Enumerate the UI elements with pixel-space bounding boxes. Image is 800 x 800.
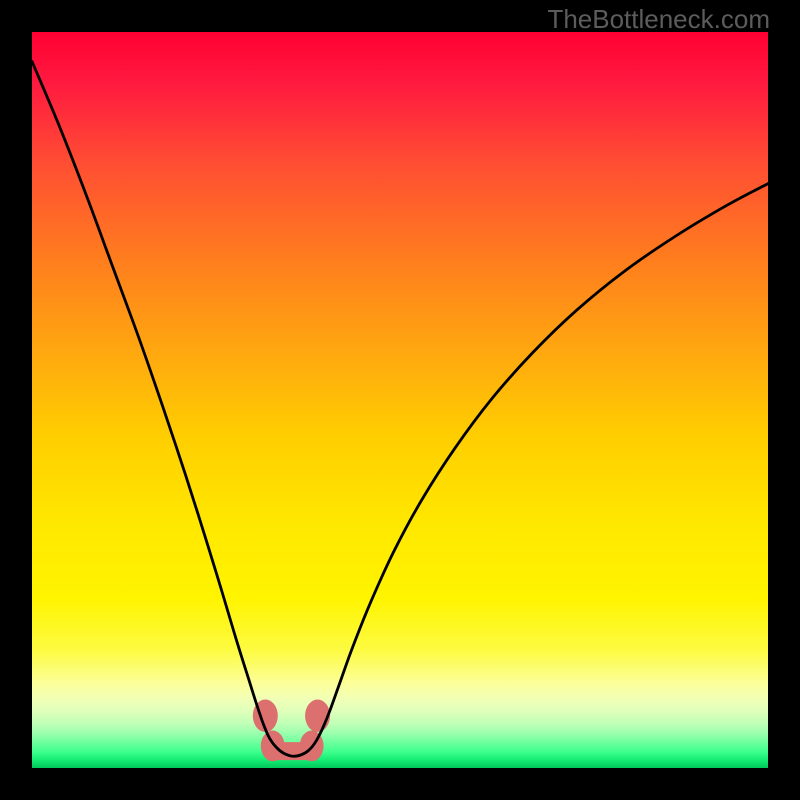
plot-area <box>32 32 768 768</box>
bottleneck-curve <box>32 32 768 768</box>
watermark-text: TheBottleneck.com <box>547 4 770 35</box>
